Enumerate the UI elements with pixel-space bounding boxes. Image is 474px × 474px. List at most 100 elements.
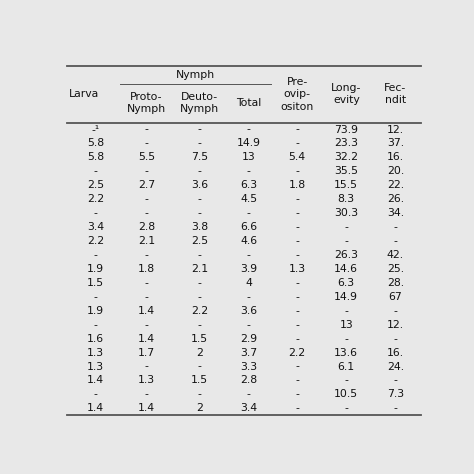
Text: -: - (393, 334, 397, 344)
Text: Larva: Larva (68, 89, 99, 99)
Text: Long-
evity: Long- evity (331, 83, 362, 106)
Text: -: - (198, 389, 201, 400)
Text: -: - (198, 362, 201, 372)
Text: 67: 67 (389, 292, 402, 302)
Text: 34.: 34. (387, 208, 404, 218)
Text: 3.9: 3.9 (240, 264, 257, 274)
Text: -: - (295, 319, 299, 330)
Text: 3.4: 3.4 (240, 403, 257, 413)
Text: 5.5: 5.5 (138, 153, 155, 163)
Text: 14.6: 14.6 (334, 264, 358, 274)
Text: 28.: 28. (387, 278, 404, 288)
Text: -: - (295, 138, 299, 148)
Text: -: - (247, 389, 251, 400)
Text: -: - (145, 250, 148, 260)
Text: 3.7: 3.7 (240, 347, 257, 357)
Text: 2.5: 2.5 (191, 236, 208, 246)
Text: -: - (145, 208, 148, 218)
Text: 6.6: 6.6 (240, 222, 257, 232)
Text: 2: 2 (196, 403, 203, 413)
Text: 2.2: 2.2 (87, 236, 104, 246)
Text: 13: 13 (242, 153, 255, 163)
Text: -: - (344, 306, 348, 316)
Text: 2.1: 2.1 (138, 236, 155, 246)
Text: 35.5: 35.5 (334, 166, 358, 176)
Text: -: - (295, 208, 299, 218)
Text: 2.2: 2.2 (191, 306, 208, 316)
Text: -: - (295, 236, 299, 246)
Text: 4: 4 (246, 278, 252, 288)
Text: 2.2: 2.2 (289, 347, 306, 357)
Text: 12.: 12. (387, 319, 404, 330)
Text: -: - (295, 306, 299, 316)
Text: 1.3: 1.3 (87, 347, 104, 357)
Text: Total: Total (236, 98, 261, 108)
Text: 1.4: 1.4 (87, 375, 104, 385)
Text: 14.9: 14.9 (334, 292, 358, 302)
Text: 1.3: 1.3 (87, 362, 104, 372)
Text: 12.: 12. (387, 125, 404, 135)
Text: 3.6: 3.6 (240, 306, 257, 316)
Text: -: - (344, 334, 348, 344)
Text: -: - (247, 319, 251, 330)
Text: -: - (247, 250, 251, 260)
Text: 2: 2 (196, 347, 203, 357)
Text: -: - (247, 125, 251, 135)
Text: -: - (198, 319, 201, 330)
Text: -: - (145, 362, 148, 372)
Text: -: - (247, 208, 251, 218)
Text: 2.1: 2.1 (191, 264, 208, 274)
Text: -: - (94, 208, 98, 218)
Text: -: - (94, 292, 98, 302)
Text: 73.9: 73.9 (334, 125, 358, 135)
Text: 3.6: 3.6 (191, 180, 208, 190)
Text: 20.: 20. (387, 166, 404, 176)
Text: 1.4: 1.4 (138, 306, 155, 316)
Text: -: - (247, 292, 251, 302)
Text: 16.: 16. (387, 153, 404, 163)
Text: 14.9: 14.9 (237, 138, 261, 148)
Text: 23.3: 23.3 (334, 138, 358, 148)
Text: 2.8: 2.8 (138, 222, 155, 232)
Text: 6.3: 6.3 (240, 180, 257, 190)
Text: -: - (145, 194, 148, 204)
Text: -: - (198, 250, 201, 260)
Text: 1.6: 1.6 (87, 334, 104, 344)
Text: -: - (295, 194, 299, 204)
Text: 32.2: 32.2 (334, 153, 358, 163)
Text: Proto-
Nymph: Proto- Nymph (127, 92, 166, 114)
Text: -: - (198, 208, 201, 218)
Text: -: - (295, 125, 299, 135)
Text: 4.6: 4.6 (240, 236, 257, 246)
Text: 42.: 42. (387, 250, 404, 260)
Text: 30.3: 30.3 (334, 208, 358, 218)
Text: 16.: 16. (387, 347, 404, 357)
Text: 25.: 25. (387, 264, 404, 274)
Text: 13: 13 (339, 319, 353, 330)
Text: Fec-
ndit: Fec- ndit (384, 83, 407, 106)
Text: Nymph: Nymph (176, 70, 215, 80)
Text: -: - (344, 222, 348, 232)
Text: 13.6: 13.6 (334, 347, 358, 357)
Text: -: - (295, 250, 299, 260)
Text: -: - (344, 236, 348, 246)
Text: -: - (295, 292, 299, 302)
Text: 37.: 37. (387, 138, 404, 148)
Text: -: - (344, 375, 348, 385)
Text: Deuto-
Nymph: Deuto- Nymph (180, 92, 219, 114)
Text: -: - (94, 389, 98, 400)
Text: -: - (198, 166, 201, 176)
Text: -¹: -¹ (92, 125, 100, 135)
Text: 5.8: 5.8 (87, 138, 104, 148)
Text: 5.4: 5.4 (289, 153, 306, 163)
Text: 2.7: 2.7 (138, 180, 155, 190)
Text: 5.8: 5.8 (87, 153, 104, 163)
Text: 3.3: 3.3 (240, 362, 257, 372)
Text: 7.3: 7.3 (387, 389, 404, 400)
Text: 6.3: 6.3 (337, 278, 355, 288)
Text: -: - (393, 222, 397, 232)
Text: -: - (247, 166, 251, 176)
Text: 22.: 22. (387, 180, 404, 190)
Text: -: - (295, 166, 299, 176)
Text: 2.8: 2.8 (240, 375, 257, 385)
